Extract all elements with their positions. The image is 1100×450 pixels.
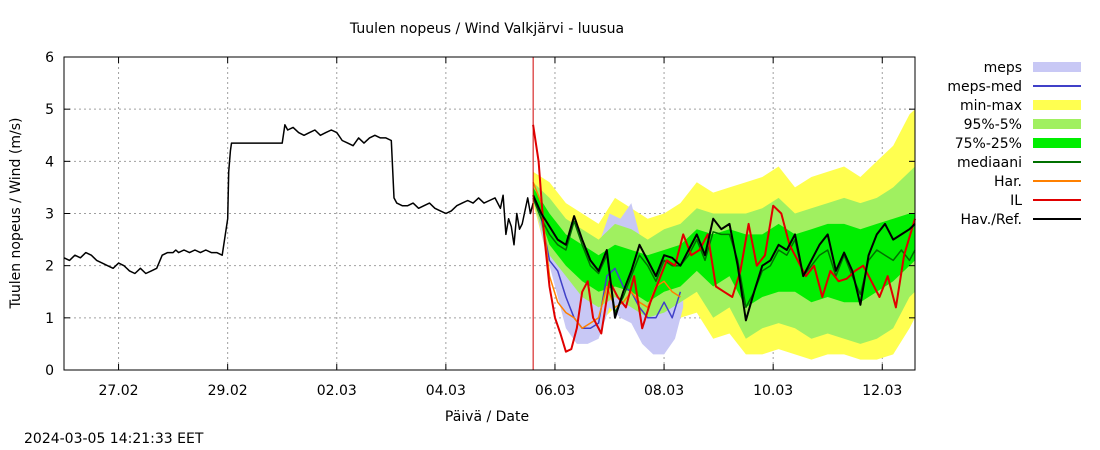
series-reference: [532, 194, 916, 322]
x-tick-label: 04.03: [426, 383, 466, 399]
legend-swatch: [1033, 119, 1081, 129]
y-tick-label: 1: [45, 311, 54, 327]
y-axis-ticks: 0 1 2 3 4 5 6: [45, 50, 915, 379]
series-observed: [63, 124, 534, 275]
legend-label: mediaani: [957, 155, 1022, 171]
y-tick-label: 5: [45, 102, 54, 118]
legend: meps meps-med min-max 95%-5% 75%-25% mediaani…: [947, 60, 1081, 228]
y-tick-label: 0: [45, 363, 54, 379]
legend-label: 95%-5%: [964, 117, 1022, 133]
legend-label: min-max: [960, 98, 1022, 114]
legend-swatch: [1033, 138, 1081, 148]
legend-label: Hav./Ref.: [960, 212, 1022, 228]
y-tick-label: 4: [45, 154, 54, 170]
x-tick-label: 27.02: [99, 383, 139, 399]
series-lines: [63, 124, 916, 353]
legend-label: Har.: [994, 174, 1022, 190]
legend-label: 75%-25%: [955, 136, 1022, 152]
legend-label: IL: [1010, 193, 1022, 209]
series-il: [532, 124, 916, 353]
y-axis-label: Tuulen nopeus / Wind (m/s): [8, 118, 24, 310]
x-tick-label: 06.03: [535, 383, 575, 399]
series-meps-med: [532, 197, 682, 330]
timestamp: 2024-03-05 14:21:33 EET: [24, 431, 204, 447]
y-tick-label: 2: [45, 259, 54, 275]
y-tick-label: 6: [45, 50, 54, 66]
x-axis-ticks: 27.02 29.02 02.03 04.03 06.03 08.03 10.03 12.03: [99, 57, 902, 399]
y-tick-label: 3: [45, 207, 54, 223]
legend-swatch: [1033, 62, 1081, 72]
x-axis-label: Päivä / Date: [445, 409, 529, 425]
legend-swatch: [1033, 100, 1081, 110]
x-tick-label: 10.03: [753, 383, 793, 399]
x-tick-label: 29.02: [208, 383, 248, 399]
legend-label: meps: [984, 60, 1022, 76]
x-tick-label: 12.03: [862, 383, 902, 399]
legend-label: meps-med: [947, 79, 1022, 95]
chart-title: Tuulen nopeus / Wind Valkjärvi - luusua: [349, 21, 624, 37]
x-tick-label: 02.03: [317, 383, 357, 399]
x-tick-label: 08.03: [644, 383, 684, 399]
